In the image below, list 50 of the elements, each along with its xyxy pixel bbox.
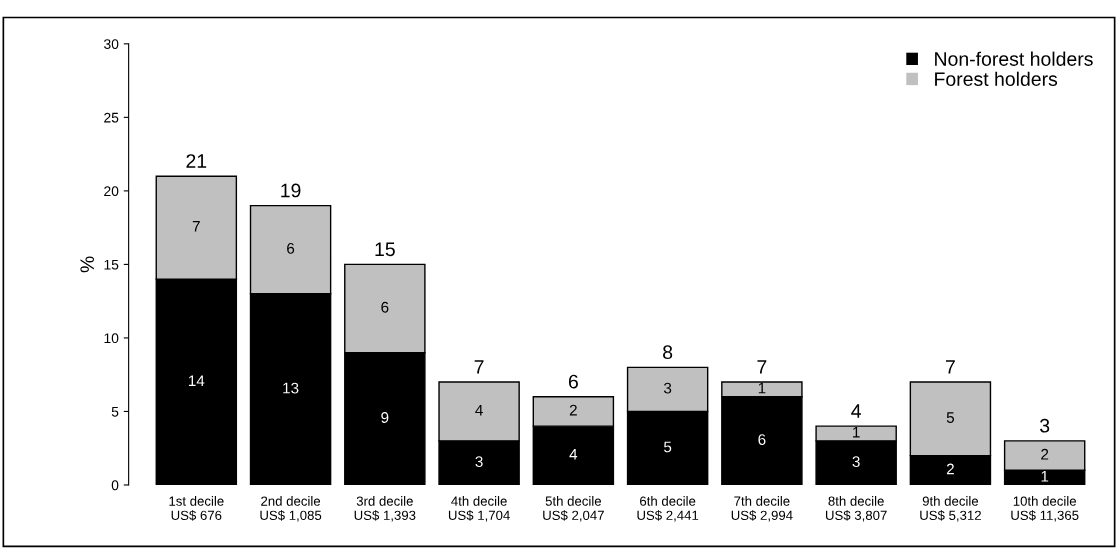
- total-label: 7: [757, 360, 767, 374]
- data-label: 9: [381, 412, 389, 423]
- data-label: 2: [1041, 448, 1049, 460]
- total-label: 6: [568, 374, 578, 389]
- data-label: 7: [192, 221, 200, 232]
- data-label: 13: [283, 382, 299, 394]
- data-label: 1: [853, 426, 860, 438]
- data-label: 5: [663, 441, 672, 453]
- data-label: 6: [287, 242, 295, 254]
- y-tick-label: 5: [111, 406, 119, 417]
- legend-label: Non-forest holders: [935, 51, 1093, 66]
- y-axis-title: %: [80, 256, 94, 273]
- total-label: 7: [946, 360, 955, 374]
- x-tick-label: 5th decile US$ 2,047: [543, 496, 604, 522]
- data-label: 3: [475, 456, 483, 468]
- total-label: 8: [663, 345, 673, 360]
- legend-label: Forest holders: [935, 71, 1058, 86]
- y-tick-label: 10: [104, 333, 119, 344]
- x-tick-label: 4th decile US$ 1,704: [448, 496, 510, 522]
- data-label: 4: [569, 449, 578, 460]
- total-label: 15: [375, 242, 395, 257]
- total-label: 21: [186, 154, 207, 168]
- x-tick-label: 8th decile US$ 3,807: [825, 496, 887, 522]
- data-label: 14: [188, 375, 205, 386]
- data-label: 2: [569, 404, 577, 416]
- y-tick-label: 25: [104, 112, 119, 123]
- x-tick-label: 3rd decile US$ 1,393: [354, 496, 416, 522]
- y-tick-label: 30: [104, 39, 119, 50]
- x-tick-label: 9th decile US$ 5,312: [920, 496, 981, 522]
- total-label: 19: [281, 183, 301, 198]
- y-tick-label: 20: [104, 186, 119, 197]
- total-label: 3: [1040, 418, 1050, 433]
- data-label: 3: [852, 456, 860, 468]
- data-label: 2: [946, 463, 954, 475]
- data-label: 6: [381, 301, 389, 313]
- x-tick-label: 1st decile US$ 676: [169, 496, 224, 521]
- x-tick-label: 6th decile US$ 2,441: [637, 496, 699, 522]
- total-label: 4: [851, 404, 861, 418]
- data-label: 1: [1041, 471, 1049, 482]
- y-tick-label: 0: [111, 480, 119, 491]
- data-label: 3: [663, 382, 672, 394]
- x-tick-label: 2nd decile US$ 1,085: [260, 496, 322, 522]
- data-label: 6: [758, 434, 766, 445]
- x-tick-label: 7th decile US$ 2,994: [731, 496, 793, 522]
- data-label: 4: [475, 404, 483, 416]
- data-label: 5: [946, 412, 955, 423]
- data-label: 1: [758, 382, 766, 394]
- total-label: 7: [474, 360, 484, 374]
- x-tick-label: 10th decile US$ 11,365: [1011, 496, 1079, 522]
- y-tick-label: 15: [104, 259, 119, 270]
